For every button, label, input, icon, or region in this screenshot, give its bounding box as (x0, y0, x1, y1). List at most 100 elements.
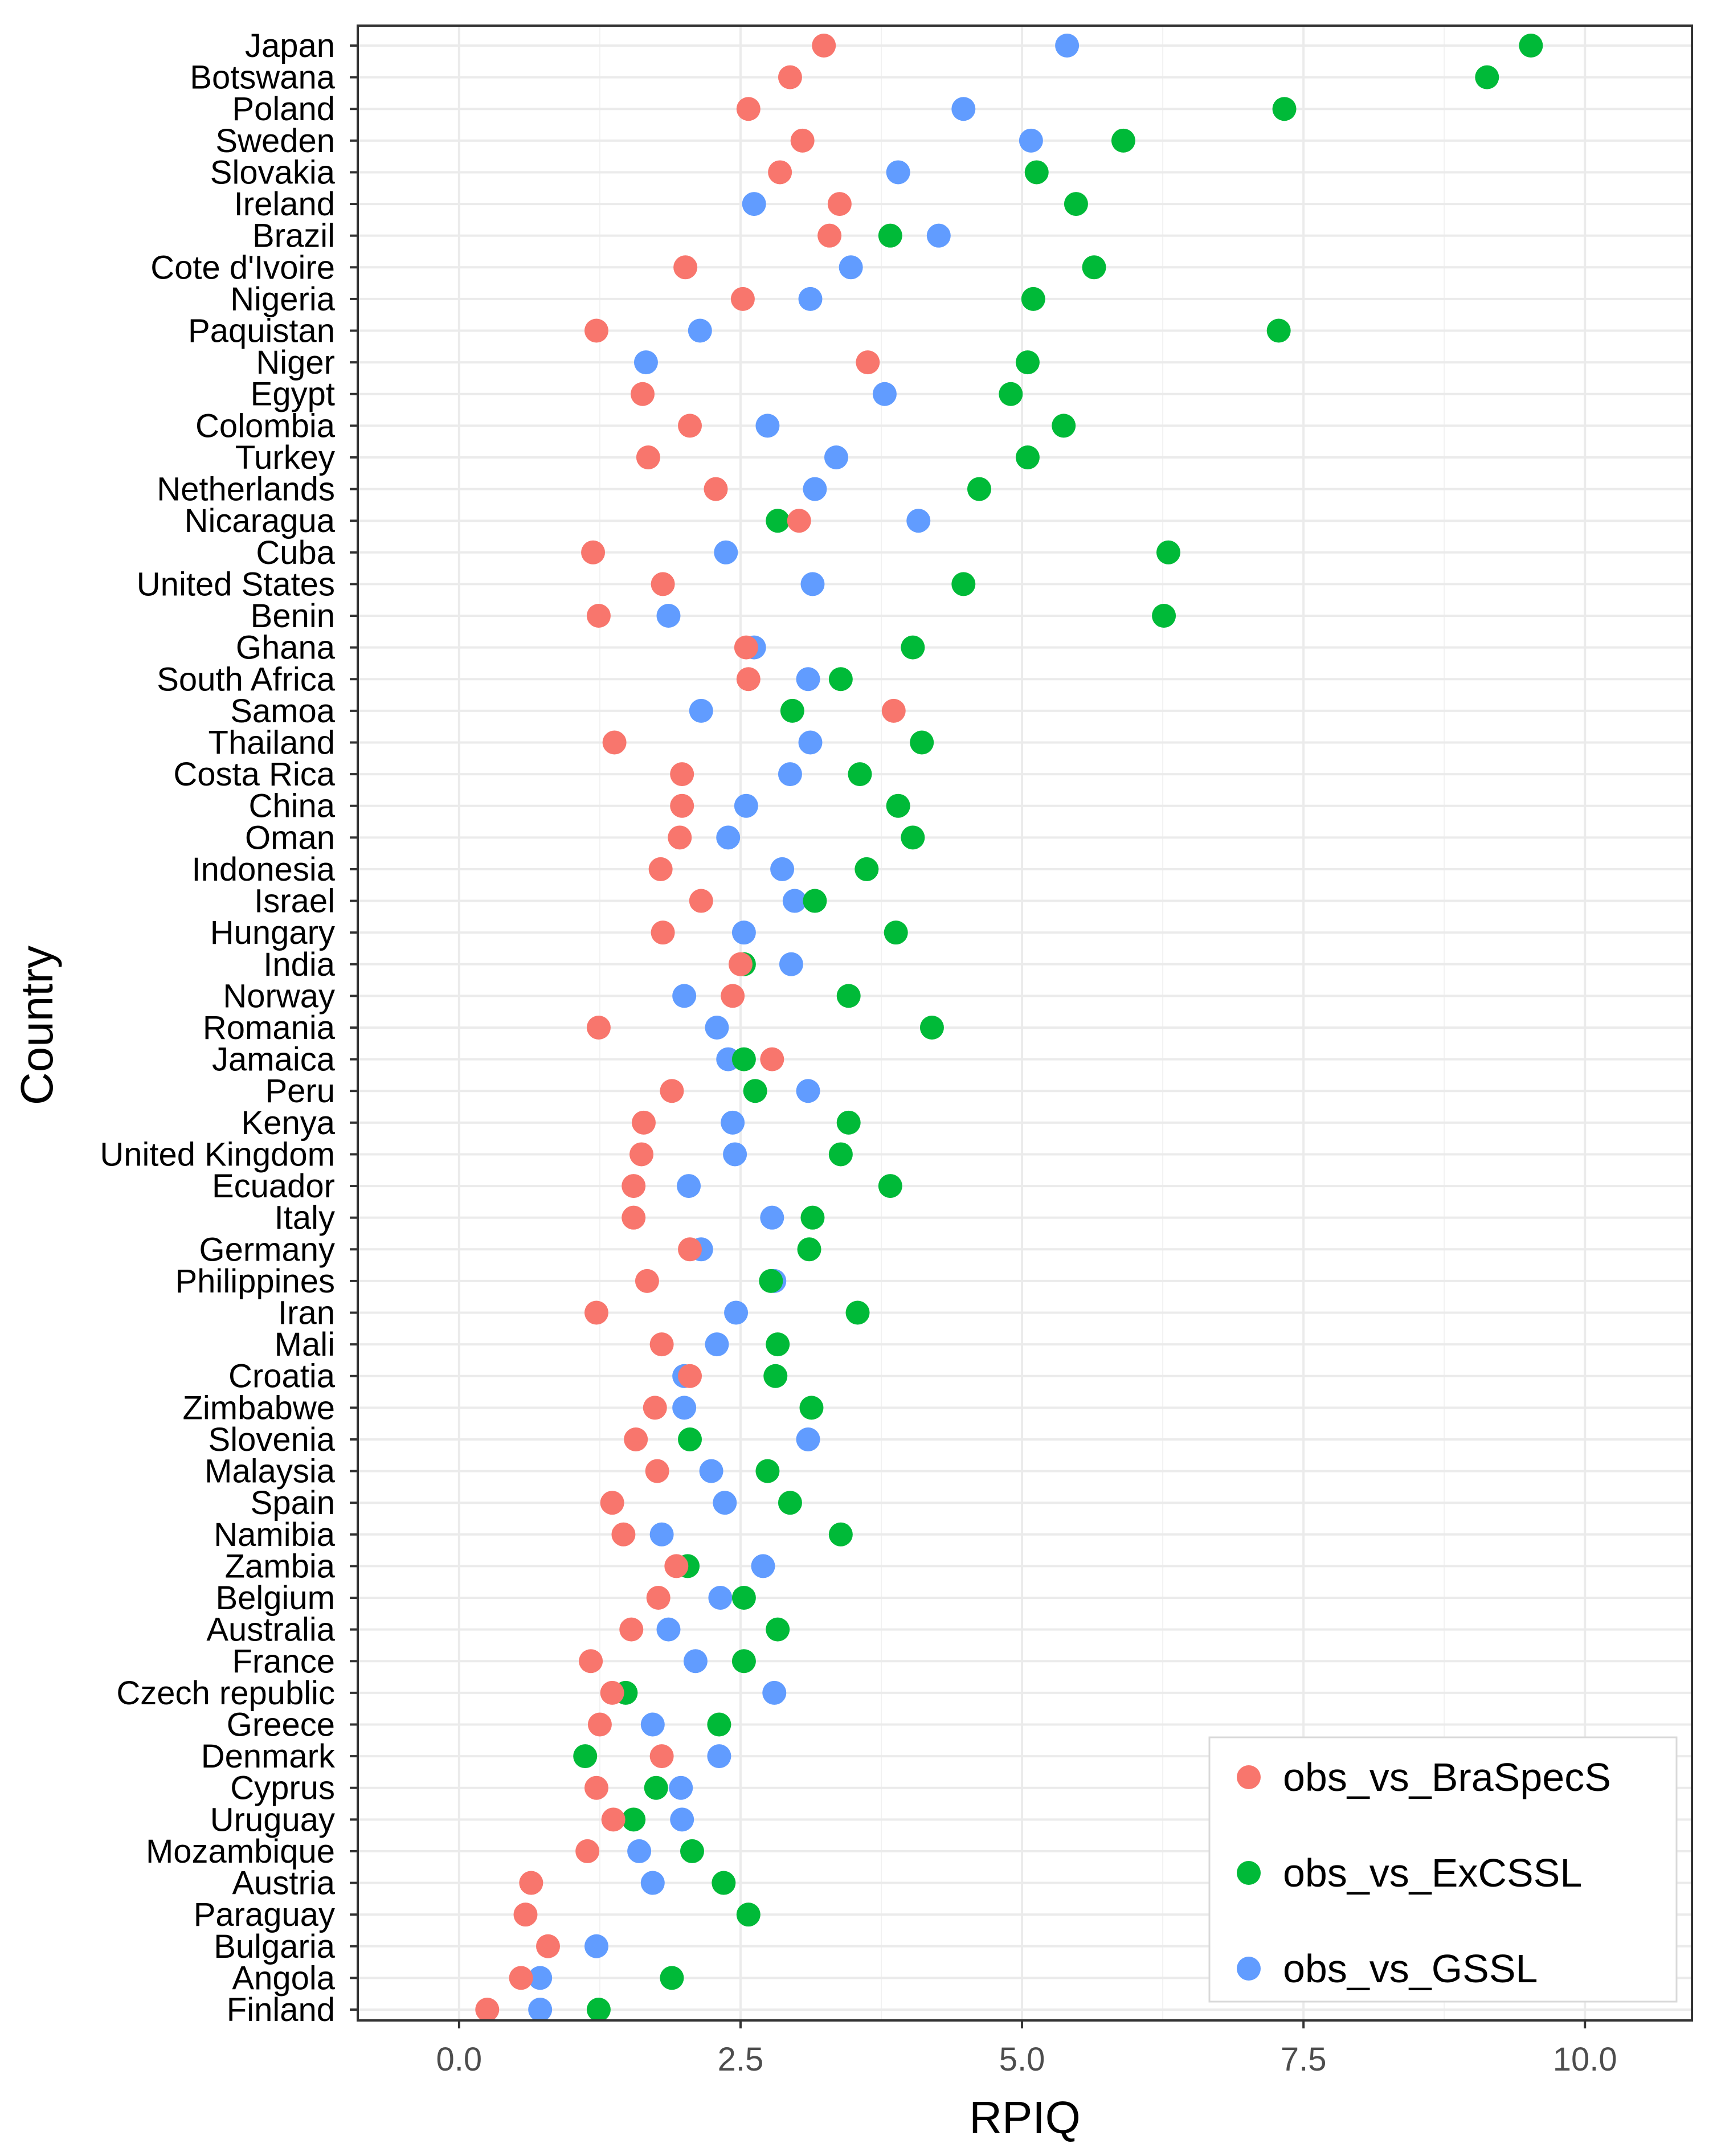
point-obs-vs-gssl-zimbabwe (672, 1396, 697, 1420)
y-tick-label-india: India (263, 946, 336, 983)
point-obs-vs-gssl-poland (951, 97, 976, 121)
point-obs-vs-excssl-costa-rica (848, 762, 872, 787)
point-obs-vs-braspecs-jamaica (760, 1047, 784, 1071)
point-obs-vs-excssl-germany (797, 1237, 821, 1262)
legend-label-gssl: obs_vs_GSSL (1283, 1946, 1538, 1991)
y-axis-title: Country (11, 946, 62, 1105)
point-obs-vs-gssl-ecuador (677, 1174, 701, 1198)
y-tick-label-cote-d-ivoire: Cote d'Ivoire (150, 249, 335, 286)
point-obs-vs-gssl-brazil (926, 223, 951, 248)
point-obs-vs-excssl-nicaragua (766, 509, 790, 533)
point-obs-vs-gssl-oman (716, 825, 741, 850)
point-obs-vs-excssl-uruguay (622, 1807, 646, 1832)
point-obs-vs-gssl-greece (640, 1712, 665, 1737)
y-tick-label-south-africa: South Africa (157, 661, 335, 698)
point-obs-vs-braspecs-czech-republic (600, 1680, 624, 1705)
point-obs-vs-braspecs-italy (622, 1205, 646, 1230)
point-obs-vs-excssl-australia (766, 1617, 790, 1642)
point-obs-vs-excssl-france (731, 1649, 756, 1674)
point-obs-vs-braspecs-philippines (635, 1269, 659, 1293)
point-obs-vs-gssl-cuba (714, 540, 738, 564)
y-tick-label-cuba: Cuba (256, 534, 335, 571)
point-obs-vs-gssl-china (734, 793, 758, 818)
point-obs-vs-excssl-peru (743, 1079, 767, 1103)
y-tick-label-romania: Romania (203, 1009, 336, 1046)
point-obs-vs-braspecs-slovenia (624, 1427, 648, 1451)
point-obs-vs-gssl-australia (656, 1617, 681, 1642)
y-tick-label-hungary: Hungary (210, 914, 335, 951)
point-obs-vs-gssl-mozambique (627, 1839, 652, 1863)
y-tick-label-egypt: Egypt (251, 376, 335, 413)
point-obs-vs-excssl-italy (800, 1205, 825, 1230)
point-obs-vs-gssl-iran (724, 1300, 749, 1325)
point-obs-vs-braspecs-greece (587, 1712, 612, 1737)
point-obs-vs-excssl-united-states (951, 572, 976, 596)
y-tick-label-mali: Mali (275, 1326, 335, 1363)
point-obs-vs-braspecs-mozambique (575, 1839, 600, 1863)
y-tick-label-philippines: Philippines (175, 1263, 335, 1300)
y-tick-label-belgium: Belgium (215, 1580, 335, 1617)
point-obs-vs-braspecs-japan (812, 34, 836, 58)
point-obs-vs-braspecs-paquistan (584, 318, 608, 343)
point-obs-vs-excssl-paraguay (736, 1903, 761, 1927)
point-obs-vs-gssl-indonesia (770, 857, 795, 881)
y-tick-label-indonesia: Indonesia (191, 851, 335, 888)
point-obs-vs-braspecs-ecuador (622, 1174, 646, 1198)
legend-key-braspecs (1237, 1765, 1261, 1789)
point-obs-vs-gssl-denmark (707, 1744, 731, 1769)
point-obs-vs-braspecs-bulgaria (536, 1934, 561, 1958)
point-obs-vs-gssl-nicaragua (906, 509, 931, 533)
legend-box (1208, 1736, 1678, 2003)
point-obs-vs-excssl-china (886, 793, 910, 818)
y-tick-label-kenya: Kenya (242, 1104, 336, 1142)
point-obs-vs-braspecs-turkey (636, 445, 660, 469)
data-points (475, 34, 1543, 2022)
point-obs-vs-gssl-india (779, 952, 803, 976)
grid-lines (358, 26, 1692, 2020)
point-obs-vs-braspecs-ghana (734, 635, 758, 660)
y-tick-labels: JapanBotswanaPolandSwedenSlovakiaIreland… (100, 27, 336, 2028)
point-obs-vs-gssl-united-states (800, 572, 825, 596)
point-obs-vs-excssl-niger (1015, 350, 1040, 375)
point-obs-vs-excssl-botswana (1475, 65, 1499, 89)
point-obs-vs-gssl-japan (1055, 34, 1080, 58)
y-tick-label-botswana: Botswana (190, 59, 335, 96)
point-obs-vs-braspecs-germany (678, 1237, 702, 1262)
point-obs-vs-gssl-angola (528, 1966, 553, 1990)
y-tick-label-jamaica: Jamaica (212, 1041, 336, 1078)
point-obs-vs-gssl-zambia (751, 1554, 775, 1578)
x-tick-label: 10.0 (1553, 2041, 1617, 2078)
point-obs-vs-gssl-samoa (689, 698, 713, 723)
point-obs-vs-excssl-malaysia (755, 1459, 780, 1483)
point-obs-vs-braspecs-cote-d-ivoire (673, 255, 698, 280)
point-obs-vs-gssl-mali (705, 1332, 729, 1357)
point-obs-vs-gssl-austria (640, 1871, 665, 1895)
point-obs-vs-excssl-slovakia (1024, 160, 1049, 185)
x-tick-labels: 0.0 2.5 5.0 7.5 10.0 (436, 2041, 1617, 2078)
y-tick-label-poland: Poland (232, 91, 335, 128)
legend-label-excssl: obs_vs_ExCSSL (1283, 1851, 1582, 1895)
point-obs-vs-gssl-thailand (798, 730, 823, 755)
point-obs-vs-braspecs-slovakia (768, 160, 792, 185)
point-obs-vs-excssl-cuba (1156, 540, 1180, 564)
y-tick-label-slovakia: Slovakia (210, 154, 336, 191)
point-obs-vs-braspecs-mali (649, 1332, 674, 1357)
point-obs-vs-gssl-france (683, 1649, 708, 1674)
y-tick-label-slovenia: Slovenia (208, 1421, 336, 1458)
x-tick-label: 0.0 (436, 2041, 483, 2078)
point-obs-vs-excssl-ghana (901, 635, 925, 660)
x-tick-label: 2.5 (718, 2041, 764, 2078)
y-tick-label-colombia: Colombia (195, 407, 336, 444)
point-obs-vs-braspecs-romania (586, 1016, 611, 1040)
y-tick-label-iran: Iran (278, 1295, 335, 1332)
point-obs-vs-braspecs-samoa (881, 698, 906, 723)
point-obs-vs-excssl-turkey (1015, 445, 1040, 469)
point-obs-vs-gssl-bulgaria (584, 1934, 608, 1958)
point-obs-vs-gssl-netherlands (803, 477, 827, 501)
point-obs-vs-gssl-kenya (721, 1110, 745, 1135)
point-obs-vs-braspecs-cuba (581, 540, 606, 564)
x-axis-title: RPIQ (969, 2092, 1081, 2143)
y-tick-label-thailand: Thailand (208, 724, 335, 761)
point-obs-vs-excssl-angola (660, 1966, 684, 1990)
